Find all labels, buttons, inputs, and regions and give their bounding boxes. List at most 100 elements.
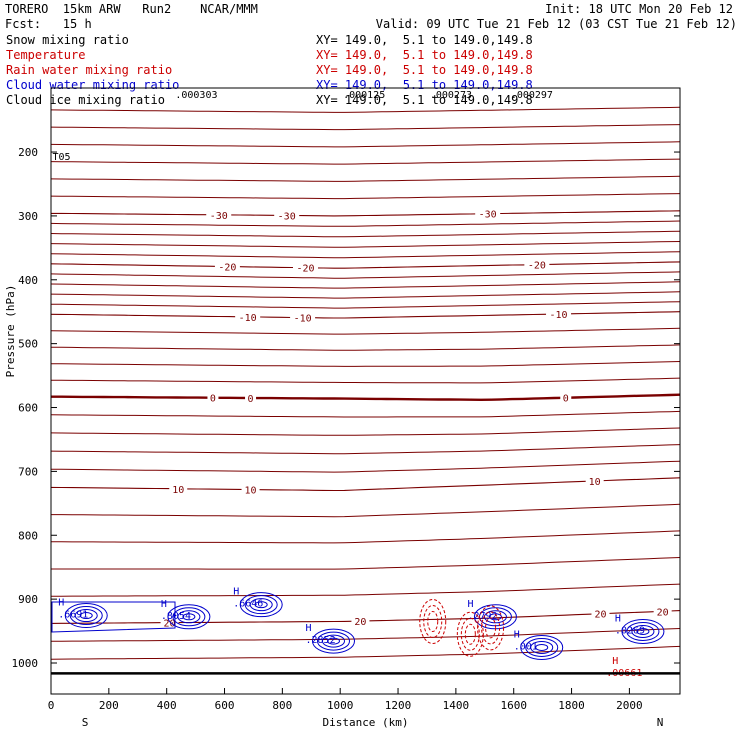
isotherm-minor (50, 344, 681, 351)
rain-water-contour (464, 623, 476, 645)
forecast-hour: Fcst: 15 h (5, 17, 92, 31)
rain-water-contour (481, 611, 501, 645)
cloud-water-max-letter: H (615, 613, 621, 624)
x-tick-label: 800 (272, 699, 292, 712)
isotherm-label-bg (207, 391, 219, 404)
y-tick-label: 200 (18, 146, 38, 159)
rain-water-contour (456, 611, 484, 657)
south-label: S (82, 716, 89, 729)
isotherm-label: 20 (594, 610, 606, 621)
top-contour-label: T05 (52, 152, 70, 163)
x-tick-label: 1200 (385, 699, 412, 712)
isotherm-label: 20 (657, 607, 669, 618)
isotherm-minor (50, 291, 681, 299)
cloud-water-contour (520, 634, 564, 660)
isotherm--30 (51, 210, 681, 217)
isotherm-minor (50, 410, 681, 418)
isotherm-upper (50, 124, 681, 131)
cloud-water-contour (177, 610, 201, 624)
isotherm-minor (50, 377, 681, 384)
isotherm-label-bg (351, 615, 370, 628)
x-tick-label: 1000 (327, 699, 354, 712)
isotherm-label-bg (214, 260, 240, 273)
y-tick-label: 700 (18, 465, 38, 478)
cloud-water-max-value: .2852 (305, 635, 335, 646)
isotherm-upper (50, 106, 681, 113)
top-contour-label: .000273 (430, 90, 472, 101)
rain-max-letter: H (612, 656, 618, 667)
isotherm-label-bg (245, 391, 257, 404)
isotherm-minor (50, 460, 681, 473)
init-time: Init: 18 UTC Mon 20 Feb 12 (545, 2, 733, 16)
isotherm-label-bg (475, 207, 501, 220)
cloud-water-contours: H.6691H.8054H.6646H.2852H.2792H.001H.026… (51, 587, 665, 660)
isotherm-minor (50, 271, 681, 279)
cloud-water-contour (74, 609, 98, 623)
isotherm-label-bg (591, 607, 610, 620)
cloud-water-contour (182, 613, 196, 621)
isotherm-label: 10 (245, 486, 257, 497)
isotherm-label: 20 (164, 619, 176, 630)
cloud-water-max-letter: H (305, 623, 311, 634)
isotherm-label: 0 (210, 394, 216, 405)
isotherm--10 (50, 311, 681, 319)
cloud-water-max-letter: H (233, 587, 239, 598)
rain-water-contour (477, 605, 505, 651)
isotherm-0 (51, 393, 681, 402)
cloud-water-contour (249, 598, 273, 612)
cloud-water-contour (316, 631, 350, 651)
plot-frame (50, 87, 681, 695)
legend-snow-label: Snow mixing ratio (6, 33, 129, 47)
y-tick-label: 300 (18, 210, 38, 223)
cloud-water-contour (636, 627, 650, 635)
isotherm-label: -30 (479, 210, 497, 221)
isotherm-10 (50, 477, 681, 492)
isotherm-upper (50, 175, 681, 182)
isotherm-minor (50, 220, 681, 227)
cloud-water-max-value: .6691 (58, 610, 88, 621)
isotherm-upper (50, 141, 681, 148)
top-contour-label: .000303 (175, 90, 217, 101)
isotherm-label-bg (546, 307, 572, 320)
y-tick-label: 900 (18, 593, 38, 606)
x-tick-label: 400 (157, 699, 177, 712)
isotherm-minor (50, 241, 681, 248)
x-tick-label: 2000 (616, 699, 643, 712)
cloud-water-contour (69, 606, 103, 626)
rain-water-contour (423, 604, 443, 638)
x-tick-label: 1800 (558, 699, 585, 712)
cloud-water-contour (326, 637, 340, 645)
isotherm-label: 10 (589, 477, 601, 488)
legend-rain-xy: XY= 149.0, 5.1 to 149.0,149.8 (316, 63, 533, 77)
legend-temperature-label: Temperature (6, 48, 86, 62)
contour-labels: -30 -30 -30 -20 -20 -20 -10 -10 -10 0 0 0 10 10 10 20 20… (52, 90, 672, 630)
isotherm--20 (50, 261, 681, 269)
isotherm-label-bg (235, 310, 261, 323)
isotherm-label-bg (290, 311, 316, 324)
x-tick-label: 0 (48, 699, 55, 712)
cloud-water-band (51, 601, 176, 633)
cloud-water-max-letter: H (58, 598, 64, 609)
top-contour-label: .000125 (343, 90, 385, 101)
temperature-isotherms (50, 106, 681, 660)
isotherm-label-bg (169, 482, 188, 495)
legend-snow-xy: XY= 149.0, 5.1 to 149.0,149.8 (316, 33, 533, 47)
isotherm-label: -20 (218, 263, 236, 274)
rain-water-contour (419, 598, 447, 644)
isotherm-label: 10 (172, 485, 184, 496)
cloud-water-contour (488, 613, 502, 621)
cloud-water-contour (167, 604, 211, 630)
isotherm-label: 0 (563, 394, 569, 405)
isotherm-label: 20 (354, 617, 366, 628)
isotherm-minor (50, 251, 681, 259)
isotherm-label-bg (653, 605, 672, 618)
isotherm-label-bg (274, 209, 300, 222)
cloud-water-max-letter: H (161, 599, 167, 610)
isotherm-minor (50, 427, 681, 436)
x-tick-label: 200 (99, 699, 119, 712)
rain-water-contour (460, 617, 480, 651)
cloud-water-contour (254, 601, 268, 609)
y-tick-label: 600 (18, 402, 38, 415)
y-tick-label: 1000 (12, 657, 39, 670)
cloud-water-max-value: .6646 (233, 599, 263, 610)
